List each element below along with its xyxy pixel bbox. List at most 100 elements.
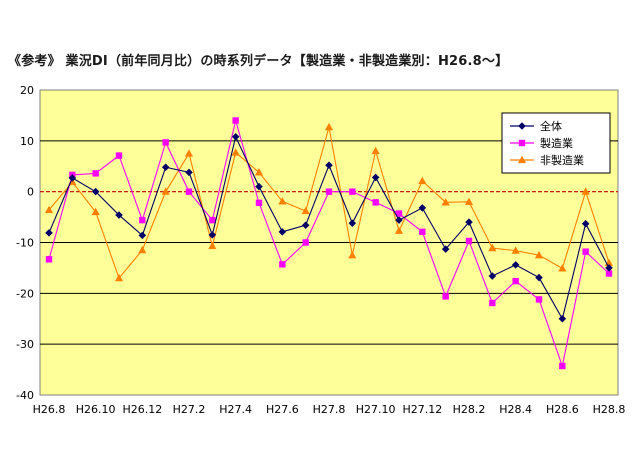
- data-point: [325, 188, 333, 195]
- data-point: [91, 187, 100, 196]
- x-tick-label: H27.8: [313, 403, 346, 416]
- data-point: [184, 149, 194, 157]
- data-point: [534, 250, 544, 259]
- data-point: [92, 170, 99, 177]
- data-point: [325, 161, 333, 169]
- data-point: [254, 168, 264, 176]
- data-point: [68, 174, 77, 182]
- y-tick-label: -20: [16, 287, 34, 300]
- data-point: [255, 182, 263, 191]
- data-point: [559, 362, 566, 370]
- data-point: [209, 216, 216, 224]
- data-point: [231, 133, 240, 141]
- data-point: [418, 204, 427, 212]
- x-tick-label: H27.6: [266, 403, 299, 416]
- data-point: [394, 226, 404, 234]
- data-point: [441, 245, 450, 253]
- data-point: [489, 299, 496, 307]
- data-point: [535, 296, 543, 303]
- data-point: [161, 163, 170, 172]
- y-tick-label: -10: [16, 237, 34, 250]
- data-point: [138, 231, 147, 240]
- x-tick-label: H27.4: [219, 403, 252, 416]
- data-point: [255, 199, 263, 207]
- data-point: [162, 139, 169, 146]
- data-point: [419, 228, 426, 236]
- y-tick-label: 10: [20, 135, 34, 148]
- chart-title: 《参考》 業況DI（前年同月比）の時系列データ【製造業・非製造業別：H26.8〜…: [8, 54, 509, 69]
- data-point: [371, 173, 380, 182]
- data-point: [44, 205, 54, 214]
- legend-marker: [518, 139, 526, 147]
- data-point: [278, 197, 287, 205]
- data-point: [372, 199, 379, 206]
- y-tick-label: -40: [16, 389, 34, 402]
- data-point: [582, 248, 589, 255]
- data-point: [301, 206, 310, 215]
- x-tick-label: H27.2: [173, 403, 206, 416]
- data-point: [605, 264, 613, 272]
- data-point: [395, 210, 403, 217]
- data-point: [371, 146, 380, 155]
- data-point: [488, 272, 497, 280]
- data-point: [232, 117, 239, 124]
- x-tick-label: H26.12: [122, 403, 162, 416]
- y-tick-label: 0: [27, 186, 34, 199]
- data-point: [348, 219, 357, 227]
- x-tick-label: H27.10: [356, 403, 396, 416]
- data-point: [278, 228, 287, 236]
- data-point: [138, 245, 147, 254]
- data-point: [349, 188, 356, 195]
- data-point: [558, 264, 567, 272]
- data-point: [441, 198, 450, 206]
- data-point: [581, 187, 590, 195]
- data-point: [465, 237, 473, 245]
- x-tick-label: H26.10: [76, 403, 116, 416]
- legend-marker: [517, 155, 527, 164]
- data-point: [115, 152, 123, 159]
- legend-label: 全体: [540, 119, 562, 133]
- data-point: [558, 314, 567, 323]
- data-point: [279, 261, 286, 268]
- data-point: [535, 273, 543, 282]
- y-tick-label: 20: [20, 84, 34, 97]
- data-point: [348, 250, 357, 259]
- data-point: [114, 273, 124, 282]
- data-point: [395, 216, 403, 224]
- data-point: [512, 277, 519, 285]
- data-point: [511, 246, 520, 254]
- data-point: [324, 122, 334, 131]
- data-point: [185, 188, 193, 195]
- x-tick-label: H28.8: [593, 403, 626, 416]
- x-tick-label: H28.2: [453, 403, 486, 416]
- y-tick-label: -30: [16, 338, 34, 351]
- legend-label: 非製造業: [540, 153, 584, 167]
- data-point: [139, 216, 146, 224]
- legend-label: 製造業: [540, 136, 573, 150]
- data-point: [511, 261, 520, 269]
- data-point: [302, 239, 309, 246]
- data-point: [581, 219, 590, 228]
- data-point: [231, 148, 240, 156]
- x-tick-label: H28.4: [499, 403, 532, 416]
- data-point: [464, 197, 474, 205]
- data-point: [418, 176, 427, 185]
- data-point: [301, 221, 310, 229]
- data-point: [465, 218, 473, 226]
- data-point: [208, 231, 217, 239]
- data-point: [488, 243, 497, 252]
- data-point: [161, 187, 170, 195]
- data-point: [45, 256, 53, 263]
- x-tick-label: H26.8: [33, 403, 66, 416]
- x-tick-label: H27.12: [402, 403, 442, 416]
- legend-marker: [518, 122, 526, 130]
- data-point: [185, 168, 193, 177]
- data-point: [115, 211, 123, 219]
- data-point: [91, 207, 100, 216]
- data-point: [208, 241, 217, 250]
- data-point: [45, 229, 53, 237]
- data-point: [442, 293, 449, 300]
- x-tick-label: H28.6: [546, 403, 579, 416]
